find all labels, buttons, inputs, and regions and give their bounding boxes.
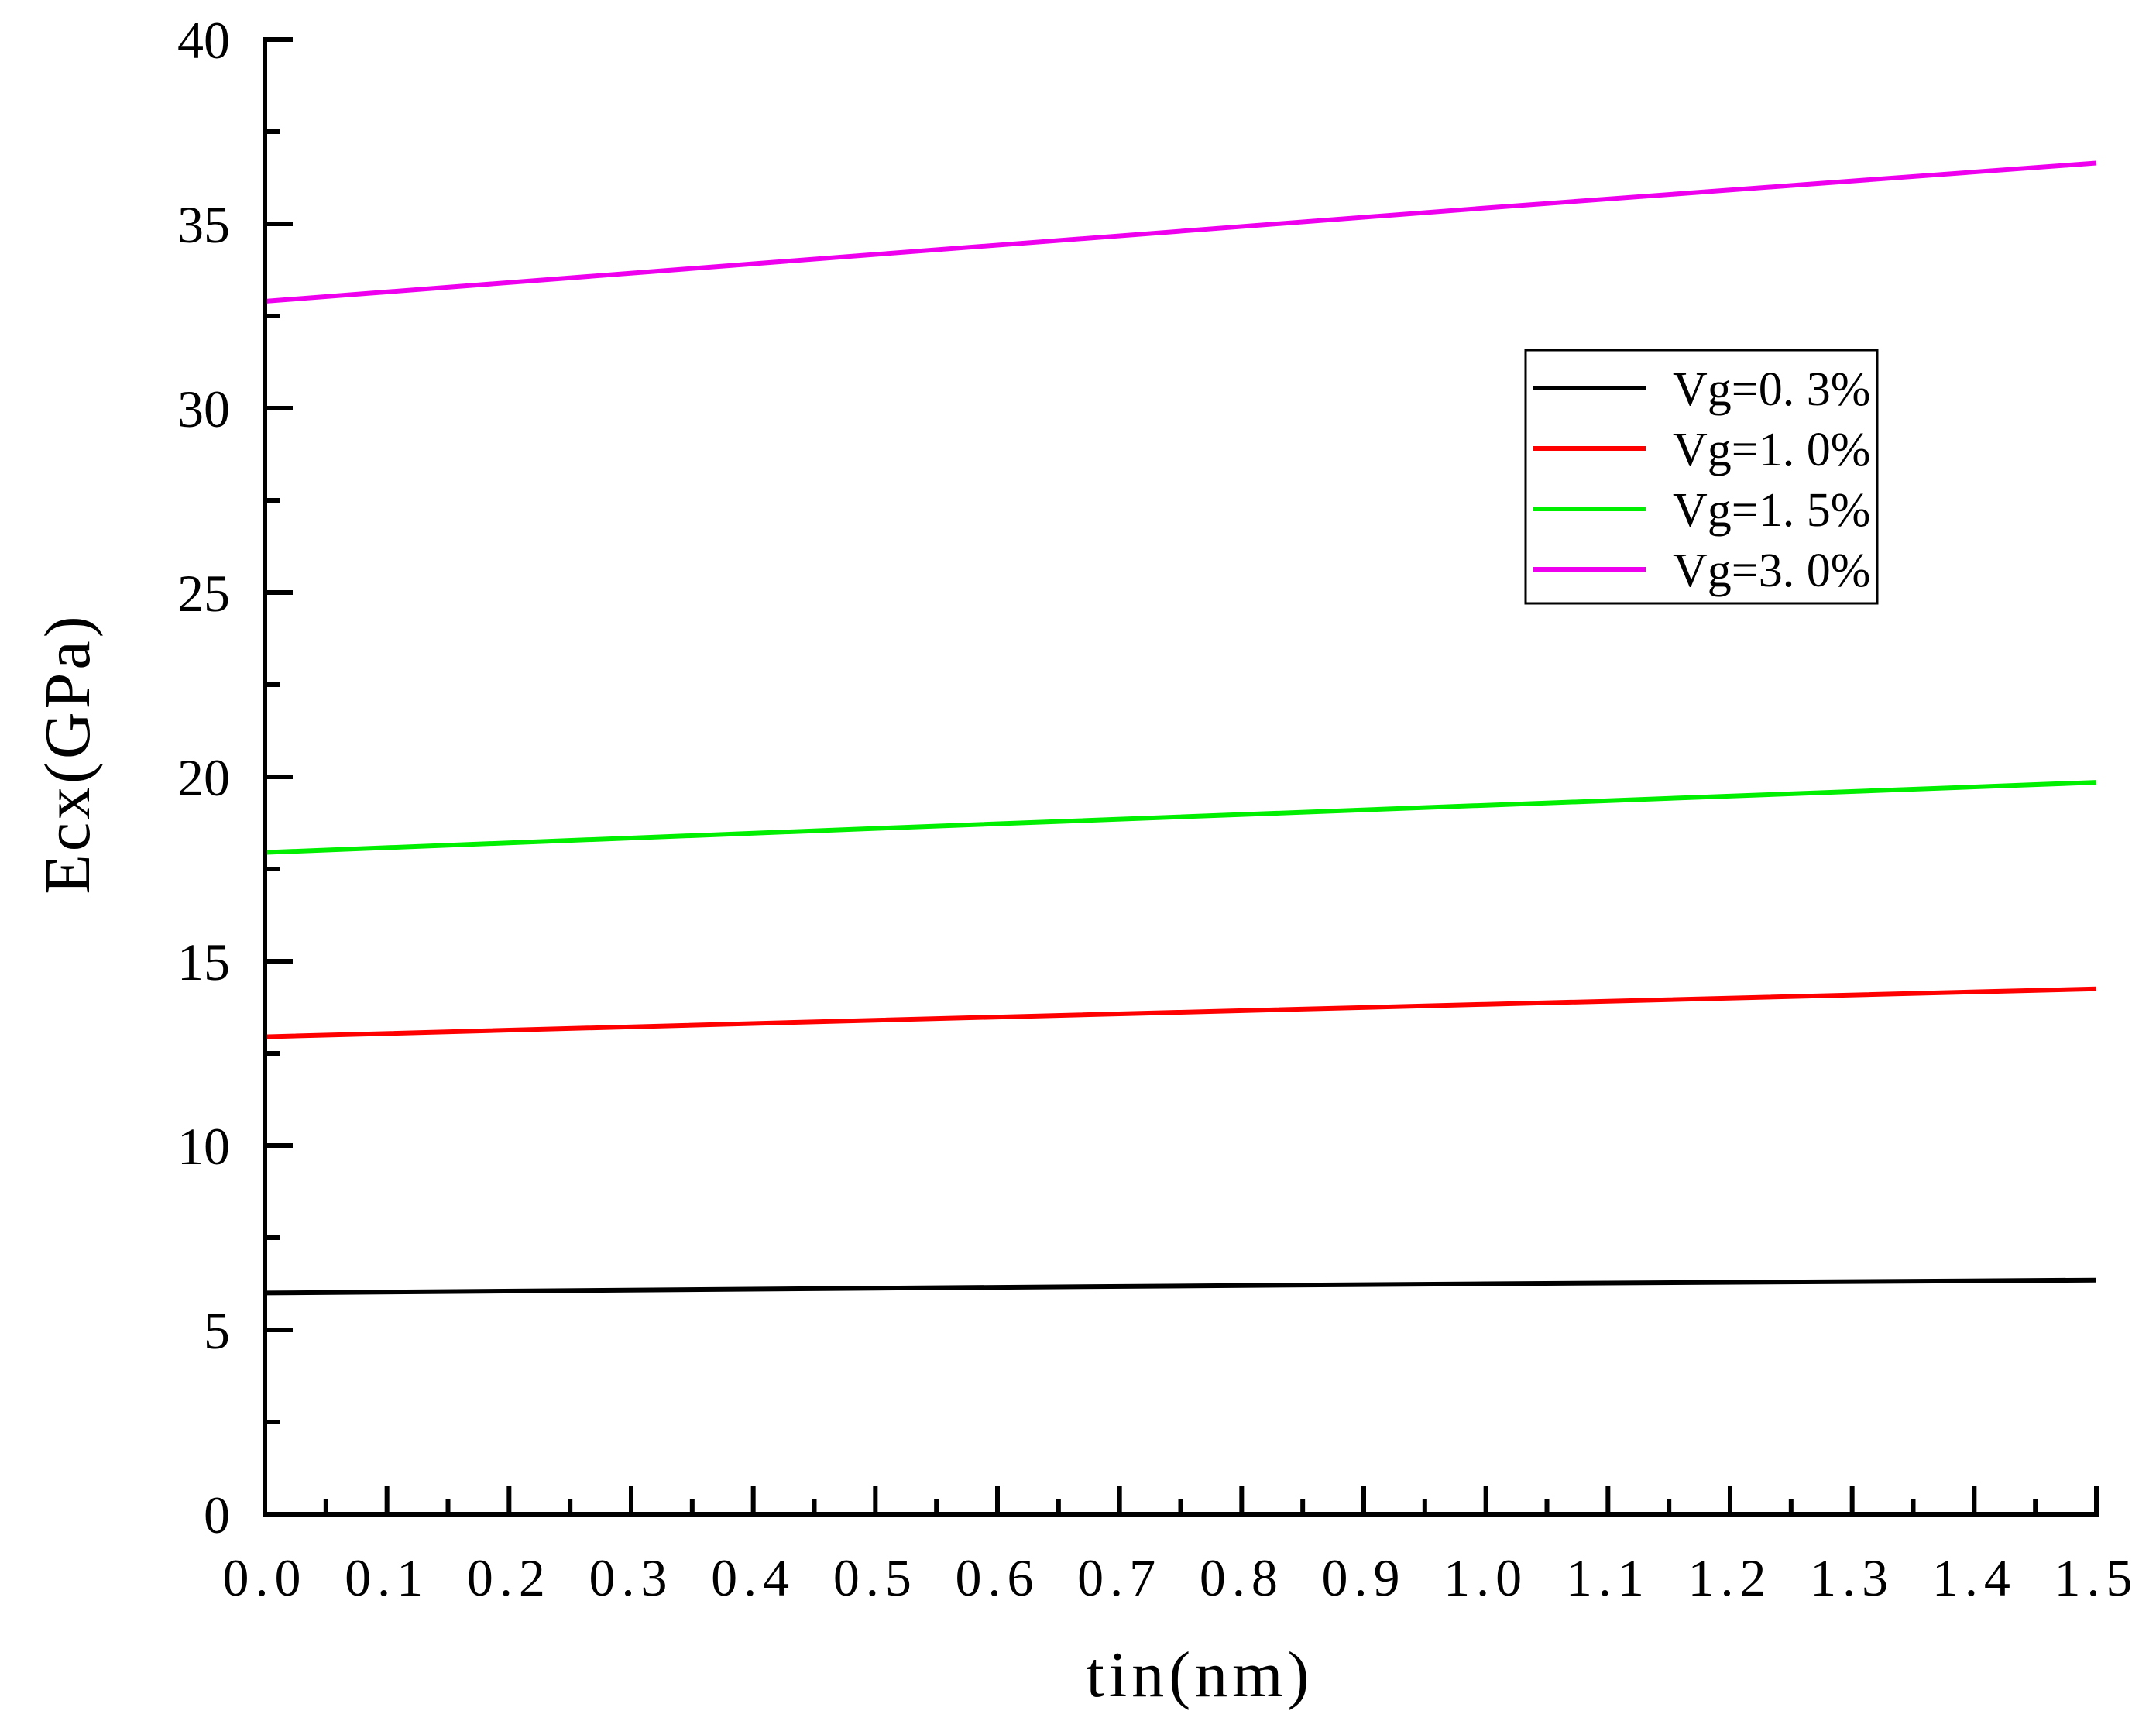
y-tick-label: 10: [177, 1117, 230, 1176]
legend-box: [1524, 349, 1879, 605]
axes-layer: [263, 37, 2099, 1517]
legend-label: Vg=1. 5%: [1673, 484, 1870, 537]
series-layer: [264, 160, 2097, 1296]
legend-items: Vg=0. 3% Vg=1. 0% Vg=1. 5% Vg=3. 0%: [1533, 363, 1870, 597]
x-tick-label: 0.8: [1200, 1548, 1284, 1607]
series-line-3: [264, 160, 2097, 304]
x-tick-label: 0.5: [833, 1548, 918, 1607]
legend-label: Vg=3. 0%: [1673, 544, 1870, 597]
y-tick-label: 5: [204, 1301, 230, 1360]
x-tick-label: 0.2: [467, 1548, 551, 1607]
x-tick-label: 0.7: [1077, 1548, 1162, 1607]
x-tick-label: 1.1: [1566, 1548, 1650, 1607]
x-tick-label: 0.9: [1322, 1548, 1406, 1607]
x-tick-label: 1.0: [1444, 1548, 1528, 1607]
x-tick-label: 1.4: [1932, 1548, 2017, 1607]
x-tick-label: 0.3: [589, 1548, 674, 1607]
x-tick-label: 1.5: [2055, 1548, 2139, 1607]
series-line-1: [264, 986, 2097, 1039]
series-line-2: [264, 780, 2097, 855]
legend-label: Vg=0. 3%: [1673, 363, 1870, 416]
y-tick-label: 25: [177, 564, 230, 623]
y-tick-label: 40: [177, 11, 230, 70]
x-tick-label: 0.1: [345, 1548, 429, 1607]
y-tick-label: 30: [177, 380, 230, 438]
y-tick-label: 15: [177, 933, 230, 991]
series-line-0: [264, 1277, 2097, 1296]
y-tick-label: 35: [177, 195, 230, 254]
x-tick-label: 1.3: [1810, 1548, 1894, 1607]
x-tick-label: 1.2: [1688, 1548, 1773, 1607]
x-axis-title: tin(nm): [1087, 1639, 1314, 1711]
y-tick-label: 0: [204, 1486, 230, 1544]
x-tick-label: 0.6: [956, 1548, 1040, 1607]
y-tick-label: 20: [177, 748, 230, 807]
y-axis-title: Ecx(GPa): [32, 613, 104, 894]
legend: Vg=0. 3% Vg=1. 0% Vg=1. 5% Vg=3. 0%: [1524, 349, 1879, 605]
x-tick-label: 0.0: [223, 1548, 307, 1607]
x-tick-label: 0.4: [711, 1548, 795, 1607]
x-ticks: 0.0 0.1 0.2 0.3 0.4 0.5 0.6 0.7 0.8 0.9 1.0 1.1 1.2 1…: [223, 1486, 2139, 1607]
y-ticks: 0 5 10 15 20 25 30 35 40: [177, 11, 293, 1544]
legend-label: Vg=1. 0%: [1673, 424, 1870, 476]
